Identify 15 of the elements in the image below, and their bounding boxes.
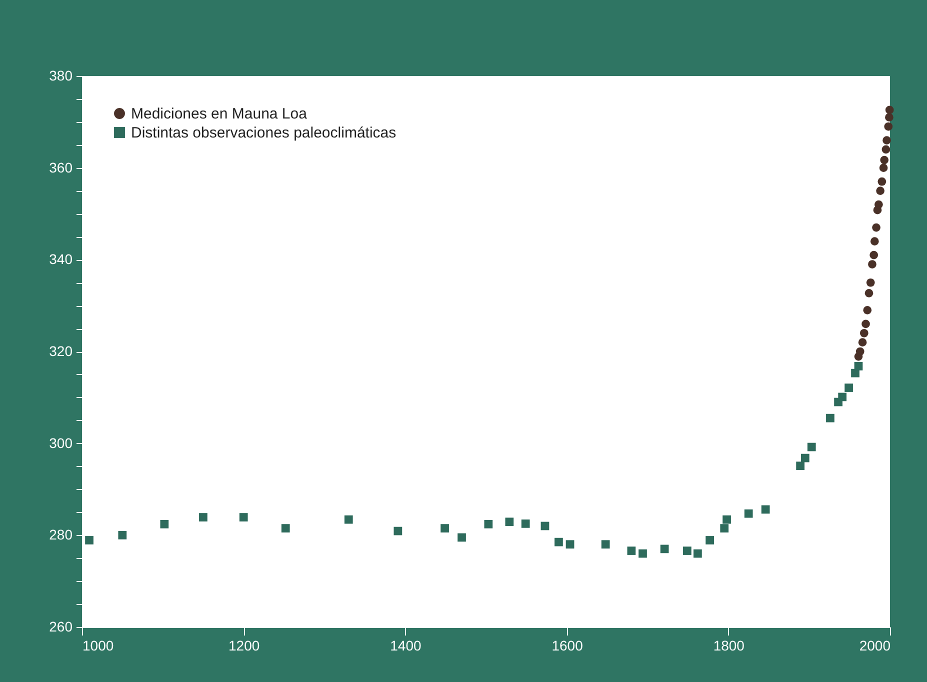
x-tick-label: 1400: [390, 638, 422, 654]
x-tick-label: 1600: [552, 638, 584, 654]
y-tick-label: 260: [49, 618, 73, 634]
x-tick-label: 1200: [228, 638, 260, 654]
legend-label: Mediciones en Mauna Loa: [131, 106, 308, 122]
x-tick-label: 1800: [713, 638, 745, 654]
y-tick-label: 320: [49, 343, 73, 359]
y-tick-label: 380: [49, 68, 73, 84]
y-tick-label: 280: [49, 526, 73, 543]
x-tick-label: 2000: [859, 638, 891, 654]
y-tick-label: 300: [49, 434, 73, 451]
y-tick-label: 340: [49, 251, 73, 268]
y-tick-label: 360: [49, 159, 73, 176]
x-tick-label: 1000: [82, 638, 114, 654]
legend-label: Distintas observaciones paleoclimáticas: [131, 124, 396, 142]
